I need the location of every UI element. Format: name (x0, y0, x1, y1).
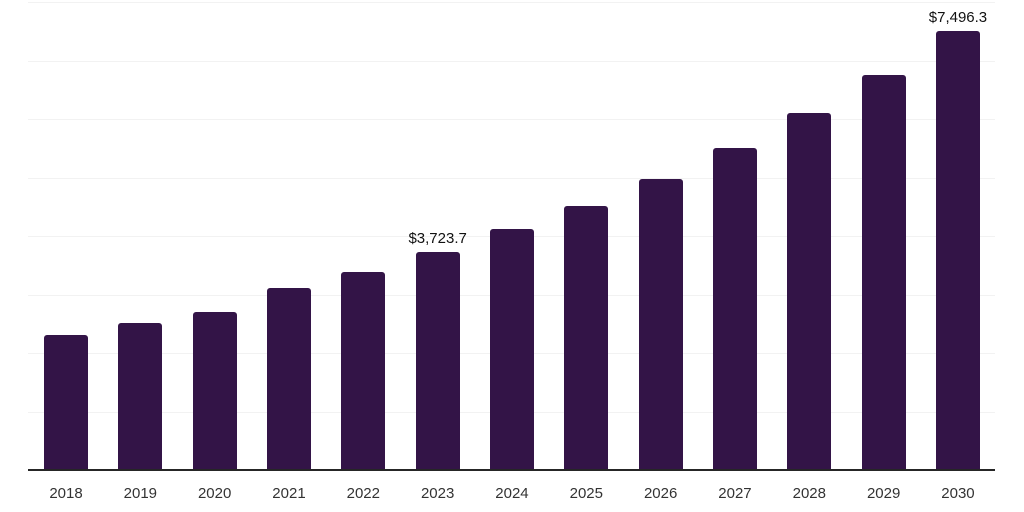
gridline-5000 (28, 178, 995, 179)
bar-2027 (712, 148, 757, 470)
x-tick-2021: 2021 (272, 485, 306, 502)
x-tick-2028: 2028 (792, 485, 826, 502)
data-label-2023: $3,723.7 (408, 230, 467, 248)
x-tick-2029: 2029 (866, 485, 901, 502)
bar-2018 (44, 334, 88, 470)
bar-2026 (638, 179, 683, 470)
x-tick-2019: 2019 (123, 485, 158, 502)
x-tick-2024: 2024 (495, 485, 529, 502)
x-tick-2025: 2025 (569, 485, 603, 502)
x-axis-line (28, 469, 995, 471)
x-tick-2020: 2020 (197, 485, 232, 502)
x-tick-2027: 2027 (718, 485, 752, 502)
gridline-7000 (28, 61, 995, 62)
bar-2019 (118, 323, 163, 470)
gridline-8000 (28, 2, 995, 3)
x-tick-2026: 2026 (643, 485, 678, 502)
x-tick-2023: 2023 (420, 485, 455, 502)
x-tick-2022: 2022 (346, 485, 380, 502)
bar-2030 (935, 31, 980, 470)
bar-2024 (489, 229, 534, 470)
gridline-6000 (28, 119, 995, 120)
bar-2021 (266, 288, 311, 470)
x-tick-2030: 2030 (941, 485, 975, 502)
x-tick-2018: 2018 (49, 485, 83, 502)
bar-2025 (564, 205, 609, 470)
bar-2028 (787, 113, 832, 470)
bar-2022 (341, 271, 386, 470)
data-label-2030: $7,496.3 (928, 9, 988, 27)
bar-2023 (415, 252, 460, 470)
bar-2029 (861, 75, 906, 470)
bar-2020 (192, 312, 237, 470)
